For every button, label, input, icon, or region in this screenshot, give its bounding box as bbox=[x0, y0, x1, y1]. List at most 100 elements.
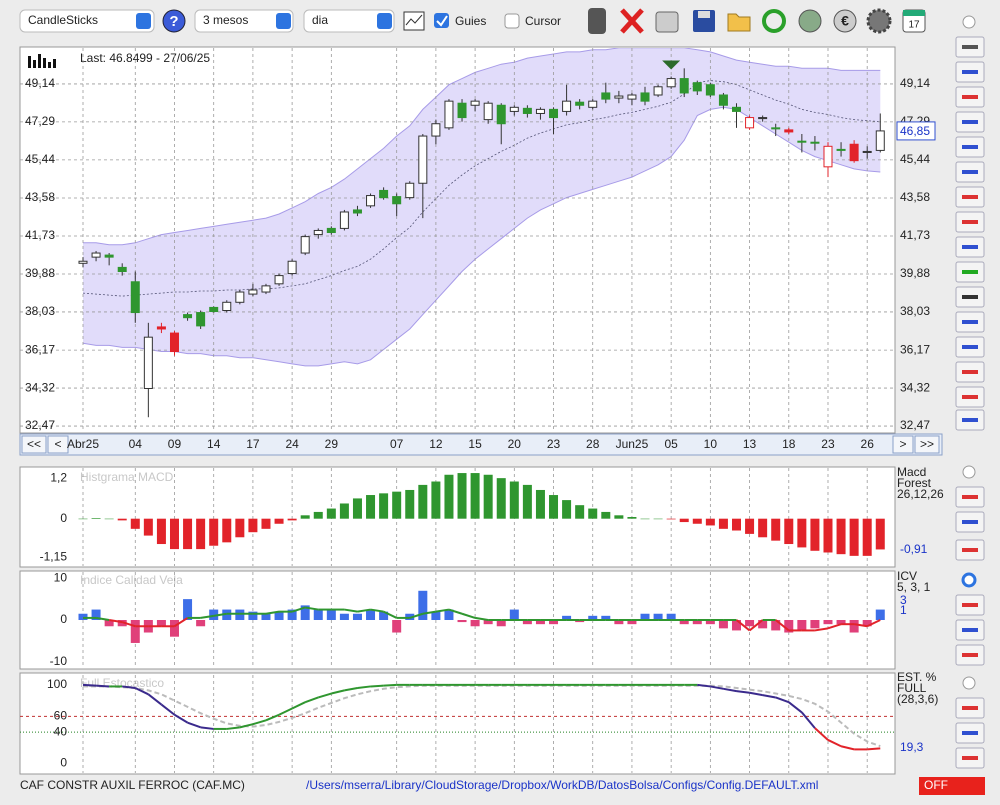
panel-radio[interactable] bbox=[962, 676, 976, 690]
side-toolbar bbox=[955, 15, 985, 769]
candle-body bbox=[588, 100, 598, 108]
macd-bar bbox=[758, 518, 768, 538]
icv-bar bbox=[522, 620, 532, 625]
panel-radio[interactable] bbox=[962, 15, 976, 29]
icv-bar bbox=[601, 615, 611, 620]
settings-icon[interactable] bbox=[866, 8, 892, 34]
y-tick-label: -10 bbox=[50, 654, 68, 668]
period-select-text: 3 mesos bbox=[203, 13, 248, 27]
tool-glyph bbox=[962, 45, 978, 49]
candle-body bbox=[575, 101, 585, 106]
macd-bar bbox=[274, 518, 284, 524]
macd-bar bbox=[640, 518, 650, 520]
cursor-checkbox[interactable] bbox=[504, 13, 520, 29]
macd-bar bbox=[496, 478, 506, 519]
tool-glyph bbox=[962, 295, 978, 299]
candle-body bbox=[156, 326, 166, 330]
candle-body bbox=[379, 189, 389, 199]
tool-glyph bbox=[962, 220, 978, 224]
stoch-k bbox=[697, 683, 711, 688]
open-icon[interactable] bbox=[727, 13, 751, 32]
nav-next[interactable] bbox=[892, 435, 914, 454]
candle-body bbox=[692, 82, 702, 92]
icv-bar bbox=[509, 609, 519, 620]
macd-bar bbox=[209, 518, 219, 546]
x-tick-label: 18 bbox=[782, 437, 796, 451]
help-button[interactable] bbox=[162, 9, 186, 33]
panel-radio[interactable] bbox=[962, 465, 976, 479]
type-select[interactable] bbox=[19, 9, 155, 33]
nav-last-label: >> bbox=[920, 437, 934, 451]
icv-line bbox=[344, 608, 358, 613]
x-tick-label: 07 bbox=[390, 437, 404, 451]
legend-text: 26,12,26 bbox=[897, 487, 944, 501]
candle-body bbox=[849, 143, 859, 162]
toolbar: CandleSticks ? 3 mesos dia Guies Cursor … bbox=[19, 8, 926, 34]
macd-bar bbox=[431, 481, 441, 519]
y-tick-label: 40 bbox=[54, 724, 68, 738]
candle-body bbox=[836, 148, 846, 151]
stoch-k bbox=[383, 683, 397, 687]
guides-checkbox[interactable] bbox=[434, 13, 449, 28]
panel-tool-glyph bbox=[962, 548, 978, 552]
money-icon[interactable] bbox=[798, 9, 822, 33]
config-path[interactable]: /Users/mserra/Library/CloudStorage/Dropb… bbox=[306, 778, 818, 792]
refresh-icon[interactable] bbox=[762, 9, 786, 33]
candle-body bbox=[130, 281, 140, 314]
candle-body bbox=[196, 312, 206, 327]
x-tick-label: Jun25 bbox=[616, 437, 649, 451]
icv-line bbox=[213, 612, 227, 617]
period-select[interactable] bbox=[194, 9, 294, 33]
price-plot bbox=[20, 48, 895, 432]
macd-bar bbox=[849, 518, 859, 556]
candle-body bbox=[718, 94, 728, 106]
y-tick-label: 41,73 bbox=[25, 228, 55, 242]
y-tick-label-right: 41,73 bbox=[900, 228, 930, 242]
macd-bar bbox=[588, 508, 598, 519]
tool-glyph bbox=[962, 170, 978, 174]
candle-body bbox=[222, 301, 232, 311]
y-tick-label-right: 39,88 bbox=[900, 266, 930, 280]
icv-line bbox=[265, 610, 280, 615]
delete-icon[interactable] bbox=[620, 8, 644, 34]
chart-icon[interactable] bbox=[403, 11, 425, 31]
macd-bar bbox=[666, 518, 676, 520]
candle-body bbox=[209, 306, 219, 313]
legend-text: EST. % bbox=[897, 670, 937, 684]
candle-body bbox=[653, 86, 663, 96]
icv-bar bbox=[352, 613, 362, 620]
check-mark bbox=[436, 15, 448, 27]
status-off[interactable] bbox=[919, 777, 985, 795]
icv-bar bbox=[222, 609, 232, 620]
macd-last: -0,91 bbox=[900, 542, 928, 556]
candle-body bbox=[300, 236, 310, 254]
trash-icon[interactable] bbox=[588, 8, 606, 34]
icv-line bbox=[383, 610, 398, 619]
icv-bar bbox=[78, 613, 88, 620]
interval-select[interactable] bbox=[303, 9, 395, 33]
icv-bar bbox=[810, 620, 820, 629]
macd-bar bbox=[418, 484, 428, 519]
panel-radio[interactable] bbox=[961, 572, 977, 588]
x-tick-label: 20 bbox=[508, 437, 522, 451]
logo bbox=[28, 54, 56, 68]
icv-bar bbox=[457, 620, 467, 623]
tool-glyph bbox=[962, 395, 978, 399]
macd-bar bbox=[692, 518, 702, 524]
nav-prev[interactable] bbox=[47, 435, 69, 454]
candle-body bbox=[248, 289, 258, 295]
stoch-k bbox=[723, 687, 737, 693]
x-tick-label: 10 bbox=[704, 437, 718, 451]
interval-select-text: dia bbox=[312, 13, 328, 27]
macd-bar bbox=[169, 518, 179, 550]
nav-first[interactable] bbox=[21, 435, 47, 454]
icv-bar bbox=[261, 613, 271, 620]
stoch-k bbox=[317, 692, 332, 699]
euro-icon[interactable] bbox=[833, 9, 857, 33]
icv-bar bbox=[470, 620, 480, 627]
stoch-k bbox=[265, 713, 280, 722]
nav-last[interactable] bbox=[914, 435, 940, 454]
x-tick-label: 29 bbox=[325, 437, 339, 451]
print-icon[interactable] bbox=[655, 11, 679, 33]
macd-bar bbox=[457, 473, 467, 519]
